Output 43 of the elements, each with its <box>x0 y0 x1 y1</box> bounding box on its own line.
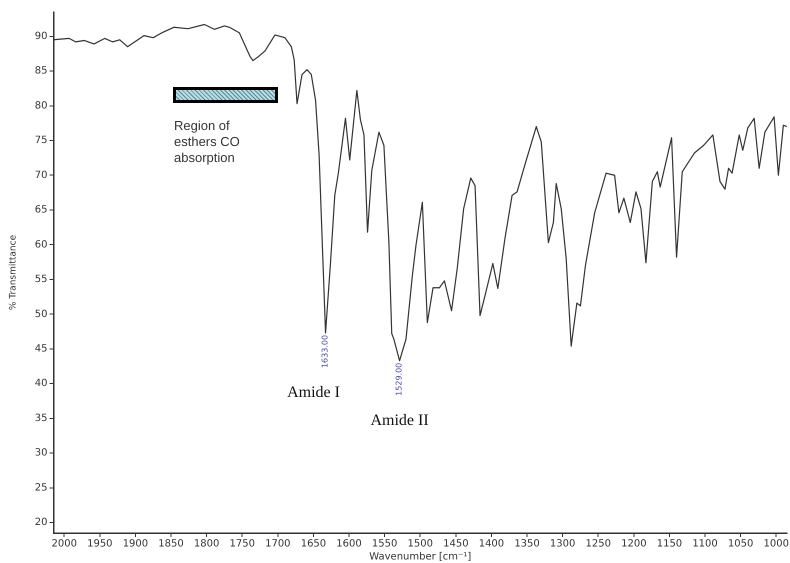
annotation: 1633.00 <box>320 334 330 368</box>
y-tick-label: 30 <box>34 448 48 459</box>
x-tick-label: 1450 <box>443 538 469 550</box>
x-tick-label: 1900 <box>122 538 148 550</box>
annotation: Region of esthers CO absorption <box>174 118 240 166</box>
annotation: Amide I <box>287 384 340 402</box>
x-tick-label: 1200 <box>621 538 647 550</box>
x-tick-label: 1150 <box>656 538 682 550</box>
x-tick-label: 1650 <box>300 538 326 550</box>
y-tick-label: 35 <box>34 412 48 424</box>
y-tick-label: 55 <box>34 274 48 286</box>
x-tick-label: 1500 <box>408 538 433 550</box>
y-tick-label: 20 <box>34 517 48 528</box>
x-tick-label: 1000 <box>764 538 789 550</box>
annotation: Amide II <box>370 412 429 429</box>
annotation: 1529.00 <box>394 362 404 396</box>
x-tick-label: 1800 <box>194 538 220 550</box>
y-tick-label: 40 <box>34 378 48 390</box>
x-tick-label: 1050 <box>728 538 754 550</box>
y-tick-label: 90 <box>34 30 48 42</box>
y-tick-label: 45 <box>34 344 48 355</box>
x-tick-label: 2000 <box>51 538 77 550</box>
x-tick-label: 1950 <box>87 538 113 550</box>
x-axis-title: Wavenumber [cm⁻¹] <box>369 552 472 563</box>
y-axis-title: % Transmittance <box>8 234 19 310</box>
x-tick-label: 1600 <box>336 538 362 550</box>
y-tick-label: 80 <box>34 100 48 112</box>
y-tick-label: 50 <box>34 308 48 320</box>
y-tick-label: 25 <box>34 482 48 494</box>
x-tick-label: 1750 <box>229 538 255 550</box>
x-tick-label: 1350 <box>514 538 540 550</box>
x-tick-label: 1850 <box>158 538 184 550</box>
x-tick-label: 1550 <box>372 538 398 550</box>
y-tick-label: 85 <box>34 66 48 77</box>
y-tick-label: 60 <box>34 239 48 250</box>
x-tick-label: 1300 <box>550 538 576 550</box>
x-tick-label: 1700 <box>265 538 291 550</box>
y-tick-label: 75 <box>34 135 48 146</box>
y-tick-label: 70 <box>34 170 48 181</box>
x-tick-label: 1100 <box>692 538 718 550</box>
x-tick-label: 1250 <box>586 538 611 550</box>
x-tick-label: 1400 <box>478 538 504 550</box>
y-tick-label: 65 <box>34 204 48 216</box>
